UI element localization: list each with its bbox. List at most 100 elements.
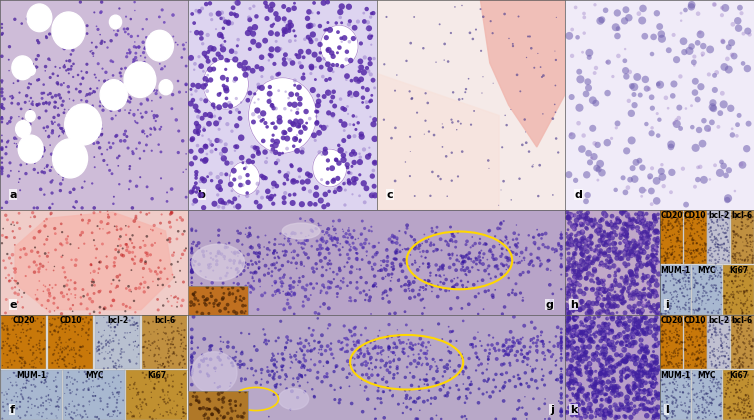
Point: [245, 269, 257, 276]
Point: [727, 377, 739, 384]
Point: [742, 213, 754, 219]
Point: [302, 171, 314, 177]
Point: [589, 1, 601, 8]
Point: [417, 339, 429, 346]
Point: [734, 305, 746, 312]
Point: [89, 242, 101, 249]
Point: [186, 10, 198, 17]
Point: [588, 392, 600, 399]
Point: [648, 255, 661, 262]
Point: [113, 357, 125, 364]
Point: [690, 144, 702, 151]
Point: [714, 401, 726, 408]
Point: [46, 360, 58, 366]
Point: [714, 329, 726, 336]
Point: [426, 288, 438, 295]
Point: [690, 279, 702, 286]
Point: [576, 298, 588, 305]
Point: [697, 242, 709, 249]
Point: [697, 293, 709, 299]
Point: [452, 173, 464, 180]
Text: g: g: [546, 300, 553, 310]
Point: [511, 348, 523, 355]
Point: [104, 349, 116, 355]
Point: [363, 55, 375, 62]
Point: [608, 387, 620, 394]
Point: [348, 362, 360, 368]
Point: [109, 323, 121, 330]
Point: [149, 386, 161, 392]
Point: [622, 301, 634, 308]
Point: [641, 262, 653, 269]
Point: [149, 345, 161, 352]
Point: [329, 102, 341, 109]
Point: [606, 390, 618, 396]
Point: [180, 89, 192, 95]
Point: [722, 253, 734, 260]
Point: [320, 246, 332, 252]
Point: [637, 278, 649, 285]
Point: [357, 129, 369, 136]
Point: [679, 240, 691, 247]
Point: [130, 403, 143, 410]
Point: [432, 379, 444, 386]
Point: [296, 244, 308, 251]
Point: [535, 332, 547, 339]
Point: [625, 354, 637, 361]
Point: [168, 350, 180, 357]
Point: [63, 403, 75, 410]
Point: [662, 234, 674, 241]
Point: [284, 234, 296, 241]
Point: [683, 334, 695, 341]
Point: [722, 237, 734, 244]
Point: [490, 416, 502, 420]
Point: [17, 320, 29, 327]
Point: [481, 389, 493, 396]
Point: [629, 396, 641, 403]
Point: [651, 412, 663, 418]
Point: [57, 264, 69, 271]
Point: [26, 112, 38, 119]
Point: [363, 365, 375, 372]
Point: [408, 13, 420, 20]
Point: [743, 400, 754, 407]
Point: [644, 328, 656, 335]
Point: [88, 210, 100, 216]
Point: [691, 39, 703, 46]
Point: [661, 340, 673, 346]
Point: [215, 346, 227, 352]
Point: [222, 57, 234, 64]
Point: [718, 163, 730, 169]
Point: [667, 322, 679, 328]
Point: [284, 285, 296, 291]
Point: [204, 406, 216, 412]
Point: [63, 373, 75, 380]
Point: [574, 321, 586, 328]
Point: [314, 339, 326, 345]
Point: [75, 97, 87, 104]
Point: [78, 386, 90, 393]
Point: [34, 342, 46, 349]
Point: [601, 397, 613, 404]
Point: [213, 10, 225, 17]
Point: [655, 328, 667, 335]
Point: [648, 34, 660, 40]
Point: [630, 251, 642, 258]
Point: [590, 335, 602, 341]
Point: [214, 333, 226, 340]
Point: [148, 353, 160, 360]
Point: [155, 66, 167, 73]
Point: [192, 344, 204, 351]
Point: [41, 383, 53, 390]
Point: [111, 413, 123, 420]
Point: [608, 346, 620, 353]
Point: [129, 118, 141, 124]
Point: [354, 382, 366, 389]
Point: [681, 209, 693, 216]
Point: [719, 226, 731, 232]
Point: [629, 217, 641, 224]
Point: [69, 359, 81, 365]
Point: [681, 329, 693, 336]
Point: [733, 260, 745, 266]
Point: [722, 331, 734, 337]
